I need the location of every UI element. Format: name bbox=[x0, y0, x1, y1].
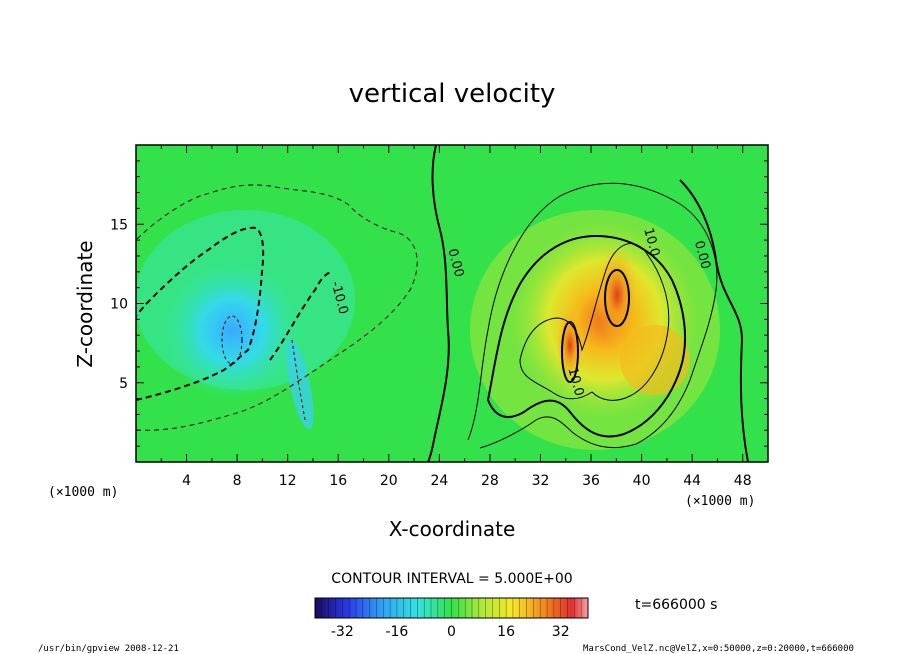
contour-neg-5 bbox=[136, 184, 418, 431]
x-tick-label: 44 bbox=[683, 473, 701, 489]
contour-zero-left bbox=[427, 145, 450, 462]
contour-interval-text: CONTOUR INTERVAL = 5.000E+00 bbox=[331, 571, 572, 587]
colorbar-tick-label: -16 bbox=[385, 624, 408, 640]
negative-region-tail bbox=[286, 340, 314, 430]
contour-neg-15 bbox=[221, 315, 243, 365]
contour-pos-25-upper bbox=[604, 269, 630, 327]
contour-zero-right bbox=[679, 179, 749, 462]
colorbar-tick-label: -32 bbox=[331, 624, 354, 640]
colorbar-ticks: -32 -16 0 16 32 bbox=[314, 598, 589, 640]
contour-lines bbox=[136, 145, 749, 462]
contour-pos-10 bbox=[486, 234, 686, 438]
negative-region-core bbox=[162, 260, 302, 400]
x-tick-label: 4 bbox=[182, 473, 191, 489]
footer-right: MarsCond_VelZ.nc@VelZ,x=0:50000,z=0:2000… bbox=[583, 644, 854, 654]
x-tick-label: 12 bbox=[279, 473, 297, 489]
colorbar-tick-label: 0 bbox=[447, 624, 456, 640]
x-tick-label: 16 bbox=[329, 473, 347, 489]
positive-lobe-right bbox=[620, 325, 690, 395]
contour-pos-5 bbox=[467, 182, 718, 449]
contour-pos-25-lower bbox=[561, 321, 579, 383]
footer-left: /usr/bin/gpview 2008-12-21 bbox=[38, 644, 179, 654]
contour-neg-15-b bbox=[291, 339, 306, 421]
x-tick-label: 8 bbox=[233, 473, 242, 489]
contour-label: 10.0 bbox=[640, 226, 662, 258]
contour-neg-10-b bbox=[269, 271, 333, 361]
x-tick-label: 20 bbox=[380, 473, 398, 489]
y-tick-label: 10 bbox=[110, 297, 128, 313]
time-label: t=666000 s bbox=[635, 597, 717, 613]
colorbar-tick-label: 32 bbox=[552, 624, 570, 640]
x-tick-label: 32 bbox=[532, 473, 550, 489]
y-axis-ticks: 5 10 15 bbox=[110, 160, 768, 447]
x-tick-label: 28 bbox=[481, 473, 499, 489]
y-axis-label: Z-coordinate bbox=[73, 240, 97, 367]
colorbar: -32 -16 0 16 32 bbox=[314, 597, 589, 640]
x-tick-label: 40 bbox=[633, 473, 651, 489]
y-tick-label: 5 bbox=[119, 376, 128, 392]
chart-title: vertical velocity bbox=[349, 79, 556, 109]
colorbar-tick-label: 16 bbox=[497, 624, 515, 640]
y-tick-label: 15 bbox=[110, 217, 128, 233]
x-axis-ticks: 4 8 12 16 20 24 28 32 36 40 44 48 bbox=[160, 145, 752, 489]
x-axis-unit-right: (×1000 m) bbox=[685, 494, 755, 509]
x-tick-label: 48 bbox=[734, 473, 752, 489]
x-axis-unit-left: (×1000 m) bbox=[48, 485, 118, 500]
positive-core-upper bbox=[595, 245, 639, 345]
contour-label: 0.00 bbox=[444, 247, 466, 279]
x-tick-label: 24 bbox=[430, 473, 448, 489]
x-tick-label: 36 bbox=[582, 473, 600, 489]
contour-label: 10.0 bbox=[564, 366, 586, 398]
x-axis-label: X-coordinate bbox=[389, 517, 516, 541]
contour-label: 0.00 bbox=[691, 239, 713, 271]
